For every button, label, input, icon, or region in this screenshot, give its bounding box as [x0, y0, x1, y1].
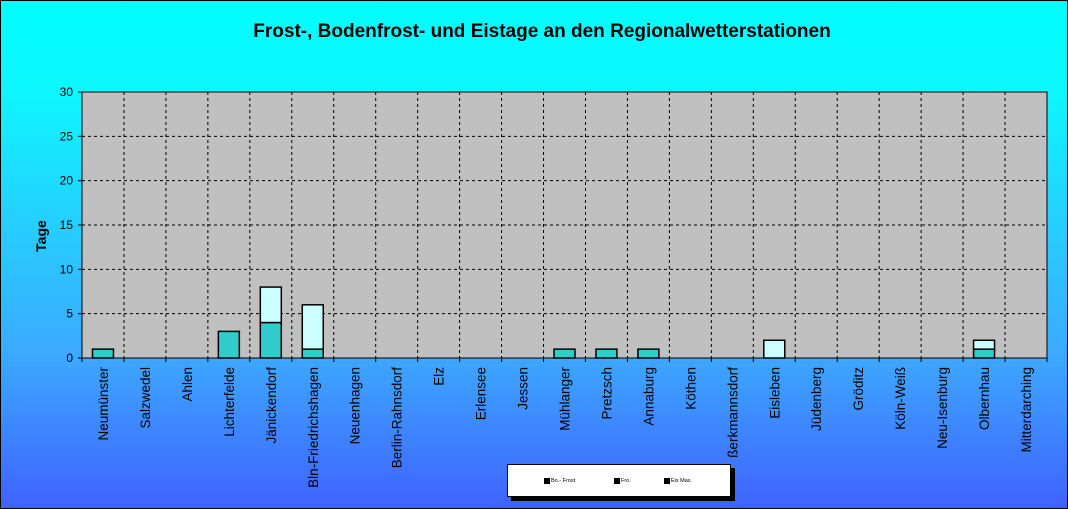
- chart-title: Frost-, Bodenfrost- und Eistage an den R…: [253, 21, 831, 42]
- x-category-label: Mühlanger: [558, 367, 573, 431]
- bar: [972, 339, 996, 350]
- x-category-label: ßerkmannsdorf: [725, 367, 740, 458]
- bar: [259, 286, 283, 324]
- y-tick-label: 25: [60, 129, 74, 143]
- x-category-label: Bln-Friedrichshagen: [306, 367, 321, 488]
- legend-item: Fro.: [614, 478, 631, 484]
- bar: [217, 330, 241, 359]
- x-category-label: Jüdenberg: [809, 367, 824, 431]
- x-category-label: Neuenhagen: [348, 367, 363, 444]
- x-category-label: Lichterfelde: [222, 367, 237, 437]
- x-category-label: Erlensee: [474, 367, 489, 420]
- y-tick-label: 20: [60, 174, 74, 188]
- x-category-label: Mitterdarching: [1019, 367, 1034, 453]
- x-category-label: Jänickendorf: [264, 367, 279, 444]
- y-tick-label: 5: [66, 307, 73, 321]
- x-category-label: Köthen: [683, 367, 698, 410]
- x-category-label: Jessen: [516, 367, 531, 410]
- x-category-label: Pretzsch: [599, 367, 614, 420]
- bar: [553, 348, 576, 359]
- legend-item: Eis Max.: [664, 478, 692, 484]
- bar: [637, 348, 660, 359]
- chart-legend: Bo.- Frost Fro. Eis Max.: [507, 464, 731, 497]
- y-tick-label: 30: [60, 85, 74, 99]
- bar: [595, 348, 618, 359]
- y-tick-label: 0: [66, 351, 73, 365]
- legend-swatch: [614, 478, 620, 484]
- x-category-label: Gröditz: [851, 367, 866, 411]
- bar: [301, 348, 324, 359]
- bar: [259, 321, 283, 359]
- x-category-label: Berlin-Rahnsdorf: [390, 367, 405, 469]
- x-category-label: Köln-Weiß: [893, 367, 908, 430]
- y-tick-label: 10: [60, 262, 74, 276]
- x-category-label: Eisleben: [767, 367, 782, 419]
- x-category-label: Annaburg: [641, 367, 656, 426]
- x-category-label: Elz: [432, 367, 447, 386]
- bar: [91, 348, 115, 359]
- x-category-label: Salzwedel: [138, 367, 153, 429]
- legend-label: Fro.: [621, 478, 631, 484]
- x-category-label: Olbernhau: [977, 367, 992, 430]
- legend-item: Bo.- Frost: [544, 478, 575, 484]
- bar: [972, 348, 996, 359]
- legend-swatch: [664, 478, 670, 484]
- x-category-label: Neu-Isenburg: [935, 367, 950, 449]
- bar: [301, 304, 324, 350]
- legend-label: Bo.- Frost: [551, 478, 576, 484]
- legend-label: Eis Max.: [671, 478, 693, 484]
- y-tick-label: 15: [60, 218, 74, 232]
- x-category-label: Ahlen: [180, 367, 195, 402]
- legend-swatch: [544, 478, 550, 484]
- bar: [763, 339, 786, 359]
- x-category-label: Neumünster: [96, 367, 111, 441]
